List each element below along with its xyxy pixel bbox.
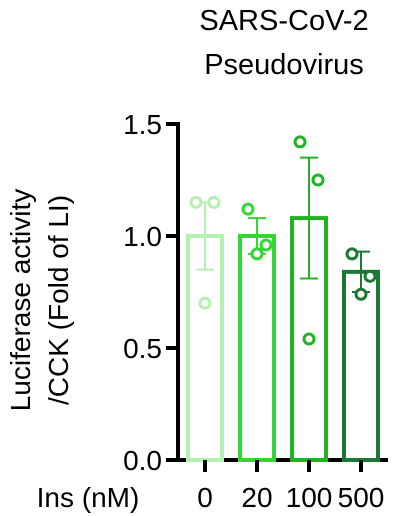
data-point xyxy=(189,195,203,209)
bar xyxy=(238,234,276,462)
data-point xyxy=(363,269,377,283)
data-point xyxy=(354,287,368,301)
data-point xyxy=(302,332,316,346)
data-point xyxy=(293,135,307,149)
data-point xyxy=(207,195,221,209)
y-tick-label: 0.5 xyxy=(123,333,162,364)
plot-area: 0.0 0.5 1.0 1.5 0 20 100 500 xyxy=(123,109,388,513)
data-point xyxy=(311,173,325,187)
x-axis-label: Ins (nM) xyxy=(37,482,140,513)
x-tick-label: 0 xyxy=(197,482,213,513)
y-tick-label: 1.5 xyxy=(123,109,162,140)
data-point xyxy=(241,202,255,216)
x-tick-label: 20 xyxy=(241,482,272,513)
chart-title-line-2: Pseudovirus xyxy=(204,49,364,81)
y-tick-label: 1.0 xyxy=(123,221,162,252)
y-axis-label-line-1: Luciferase activity xyxy=(5,189,36,412)
y-tick-label: 0.0 xyxy=(123,445,162,476)
y-axis-label-line-2: /CCK (Fold of LI) xyxy=(43,195,74,405)
data-point xyxy=(345,247,359,261)
x-tick-label: 100 xyxy=(286,482,333,513)
chart-title-line-1: SARS-CoV-2 xyxy=(199,5,368,37)
data-point xyxy=(259,238,273,252)
x-tick-label: 500 xyxy=(338,482,385,513)
data-point xyxy=(250,247,264,261)
data-point xyxy=(198,296,212,310)
